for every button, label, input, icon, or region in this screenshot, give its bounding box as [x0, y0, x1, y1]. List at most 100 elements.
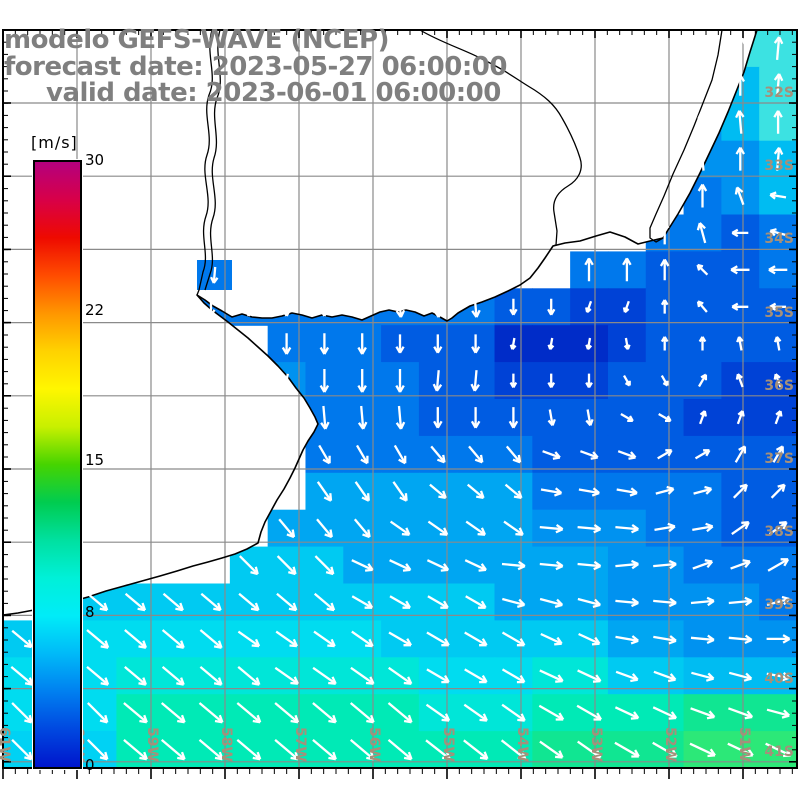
- wind-arrow: [123, 739, 148, 761]
- wind-arrow: [653, 559, 677, 570]
- wind-arrow: [690, 634, 715, 645]
- wind-arrow: [773, 336, 782, 351]
- wind-arrow: [620, 413, 634, 423]
- wind-arrow: [11, 702, 33, 724]
- longitude-label: 51W: [736, 727, 752, 762]
- longitude-label: 53W: [588, 727, 604, 762]
- wind-arrow: [316, 518, 333, 539]
- wind-arrow: [503, 520, 524, 536]
- wind-arrow: [429, 483, 447, 500]
- latitude-label: 39S: [764, 597, 794, 614]
- wind-arrow: [238, 592, 260, 612]
- wind-arrow: [577, 560, 602, 571]
- wind-arrow: [509, 373, 518, 388]
- wind-arrow: [539, 740, 564, 759]
- wind-arrow: [767, 558, 790, 572]
- latitude-label: 41S: [764, 743, 794, 760]
- wind-arrow: [312, 666, 337, 685]
- wind-arrow: [773, 373, 782, 388]
- wind-arrow: [547, 373, 556, 388]
- wind-arrow: [735, 74, 745, 96]
- wind-arrow: [501, 631, 526, 647]
- wind-arrow: [658, 413, 672, 423]
- wind-arrow: [313, 592, 336, 612]
- latitude-label: 32S: [764, 85, 794, 101]
- wind-arrow: [728, 634, 753, 645]
- wind-arrow: [623, 337, 631, 351]
- wind-arrow: [689, 742, 716, 758]
- wind-arrow: [773, 110, 783, 134]
- wind-arrow: [198, 739, 224, 761]
- wind-arrow: [123, 702, 148, 724]
- wind-arrow: [736, 336, 744, 351]
- wind-arrow: [697, 111, 707, 133]
- wind-arrow: [735, 147, 745, 171]
- parana-river: [196, 29, 213, 296]
- wind-arrow: [237, 666, 261, 686]
- wind-arrow: [425, 703, 451, 722]
- wind-arrow: [615, 670, 639, 683]
- longitude-label: 52W: [662, 727, 678, 762]
- wind-arrow: [727, 742, 754, 758]
- wind-arrow: [732, 483, 748, 499]
- wind-arrow: [690, 707, 716, 720]
- longitude-label: 61W: [0, 727, 12, 762]
- wind-arrow: [466, 483, 485, 500]
- wind-arrow: [547, 409, 556, 427]
- colorbar-tick-label: 0: [85, 756, 95, 774]
- wind-arrow: [693, 485, 713, 495]
- wind-arrow: [162, 592, 184, 612]
- wind-arrow: [464, 559, 487, 572]
- wind-arrow: [318, 444, 331, 465]
- wind-arrow: [392, 481, 408, 502]
- wind-arrow: [691, 671, 715, 682]
- wind-arrow: [539, 560, 564, 571]
- wind-arrow: [659, 258, 670, 281]
- wind-arrow: [463, 739, 489, 760]
- wind-arrow: [660, 375, 669, 387]
- wind-arrow: [769, 191, 787, 200]
- wind-arrow: [161, 666, 185, 686]
- wind-arrow: [728, 671, 753, 682]
- wind-arrow: [768, 265, 788, 275]
- wind-arrow: [274, 739, 300, 761]
- parana-river: [204, 29, 221, 291]
- wind-arrow: [696, 222, 707, 244]
- wind-arrow: [87, 592, 109, 612]
- wind-arrow: [10, 666, 34, 686]
- wind-arrow: [389, 520, 411, 536]
- wind-arrow: [313, 630, 336, 648]
- wind-arrow: [275, 630, 298, 648]
- wind-arrow: [312, 739, 337, 761]
- wind-arrow: [615, 523, 639, 534]
- wind-arrow: [730, 265, 750, 275]
- wind-arrow: [539, 669, 564, 683]
- colorbar-tick-label: 22: [85, 301, 105, 320]
- wind-arrow: [426, 668, 450, 684]
- wind-arrow: [281, 333, 292, 355]
- wind-arrow: [387, 702, 413, 724]
- wind-arrow: [426, 631, 450, 647]
- wind-arrow: [389, 595, 411, 609]
- wind-arrow: [615, 559, 639, 570]
- wind-arrow: [200, 592, 222, 612]
- map-frame: [2, 29, 798, 769]
- wind-arrow: [427, 520, 449, 536]
- wind-arrow: [395, 369, 405, 393]
- wind-arrow: [660, 336, 669, 351]
- wind-arrow: [652, 741, 678, 758]
- wind-arrow: [736, 410, 745, 425]
- wind-arrow: [276, 592, 298, 612]
- wind-arrow: [728, 707, 754, 720]
- wind-arrow: [768, 521, 788, 536]
- wind-arrow: [730, 559, 751, 570]
- wind-arrow: [357, 405, 368, 430]
- wind-arrow: [657, 449, 673, 460]
- wind-arrow: [585, 409, 594, 427]
- wind-arrow: [547, 298, 556, 316]
- wind-arrow: [540, 632, 563, 646]
- wind-arrow: [238, 555, 259, 576]
- wind-arrow: [357, 333, 367, 355]
